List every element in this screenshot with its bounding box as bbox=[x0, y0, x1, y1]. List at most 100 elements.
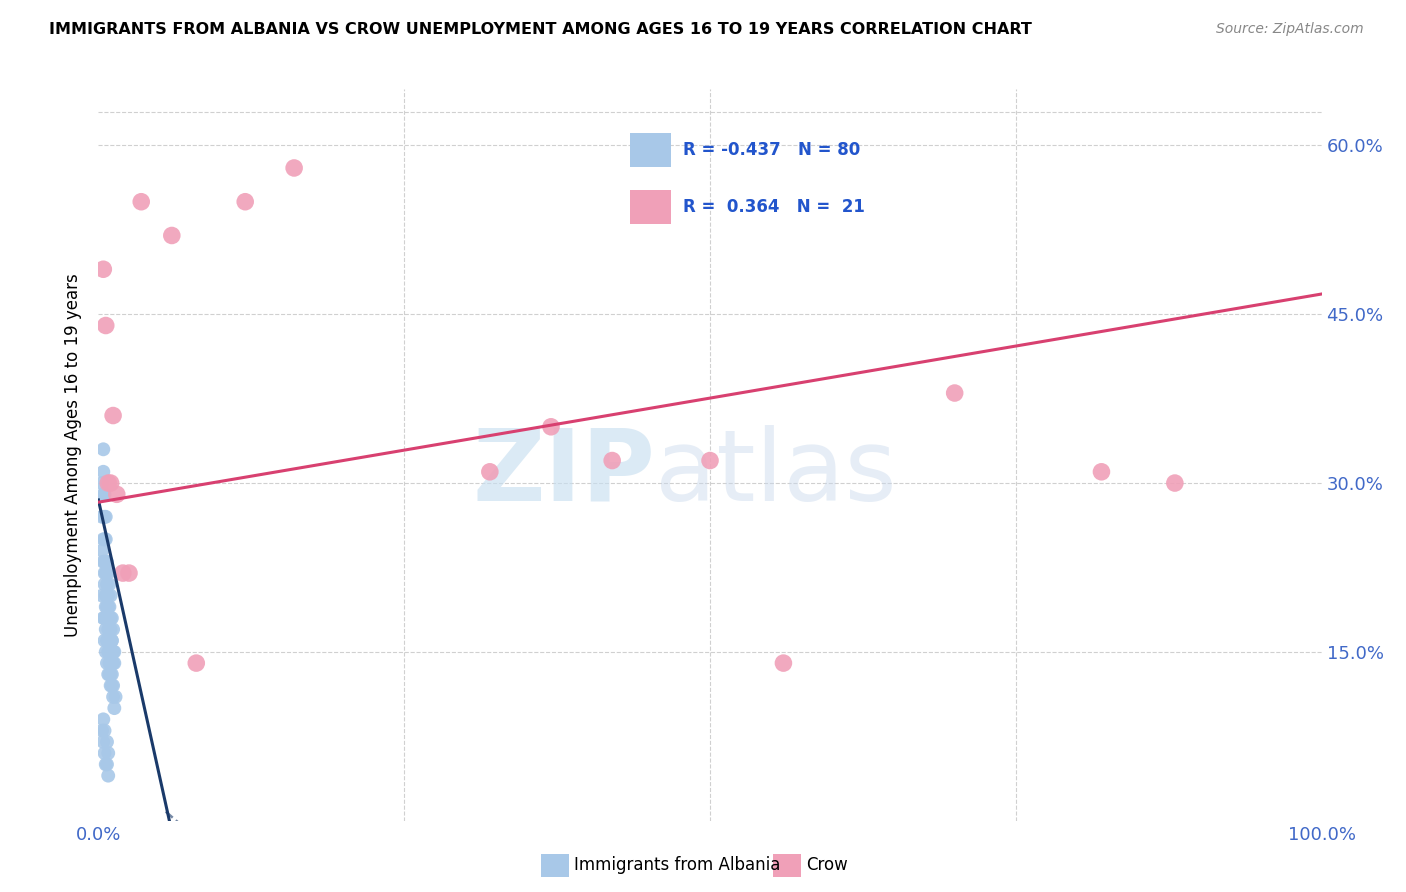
Point bbox=[97, 667, 120, 681]
Point bbox=[101, 645, 124, 659]
Point bbox=[96, 599, 118, 614]
Point bbox=[100, 589, 122, 603]
Point bbox=[98, 656, 121, 670]
Point bbox=[93, 487, 115, 501]
Point bbox=[91, 476, 114, 491]
Point bbox=[91, 533, 114, 547]
Point bbox=[100, 476, 122, 491]
Point bbox=[943, 386, 966, 401]
Point bbox=[91, 735, 114, 749]
Point bbox=[100, 645, 122, 659]
Point bbox=[129, 194, 152, 209]
Point bbox=[100, 633, 122, 648]
Point bbox=[96, 577, 118, 591]
Point bbox=[94, 533, 117, 547]
Point bbox=[101, 633, 124, 648]
Point bbox=[91, 543, 114, 558]
Point bbox=[91, 589, 114, 603]
Point bbox=[104, 690, 127, 704]
Point bbox=[96, 611, 118, 625]
Point bbox=[94, 599, 117, 614]
Point bbox=[96, 656, 118, 670]
Text: ZIP: ZIP bbox=[472, 425, 655, 522]
Text: atlas: atlas bbox=[655, 425, 897, 522]
Point bbox=[98, 577, 121, 591]
Point bbox=[98, 633, 121, 648]
Point bbox=[93, 555, 115, 569]
Point bbox=[160, 228, 183, 243]
Point bbox=[97, 476, 120, 491]
Point bbox=[96, 735, 118, 749]
Point bbox=[93, 746, 115, 760]
Point bbox=[103, 656, 125, 670]
Point bbox=[91, 555, 114, 569]
Point bbox=[91, 509, 114, 524]
Point bbox=[98, 623, 121, 637]
Text: Crow: Crow bbox=[806, 856, 848, 874]
Point bbox=[91, 262, 114, 277]
Point bbox=[91, 611, 114, 625]
Point bbox=[94, 589, 117, 603]
Point bbox=[97, 645, 120, 659]
Point bbox=[101, 409, 124, 423]
Point bbox=[100, 623, 122, 637]
Point bbox=[103, 701, 125, 715]
Point bbox=[772, 656, 794, 670]
Point bbox=[233, 194, 256, 209]
Point bbox=[186, 656, 208, 670]
Point bbox=[101, 645, 124, 659]
Point bbox=[98, 611, 121, 625]
Point bbox=[600, 453, 623, 467]
Point bbox=[93, 723, 115, 738]
Point bbox=[100, 679, 122, 693]
Point bbox=[101, 633, 124, 648]
Point bbox=[103, 645, 125, 659]
Point bbox=[93, 633, 115, 648]
Point bbox=[101, 667, 124, 681]
Point bbox=[100, 667, 122, 681]
Text: IMMIGRANTS FROM ALBANIA VS CROW UNEMPLOYMENT AMONG AGES 16 TO 19 YEARS CORRELATI: IMMIGRANTS FROM ALBANIA VS CROW UNEMPLOY… bbox=[49, 22, 1032, 37]
Point bbox=[91, 723, 114, 738]
Point bbox=[699, 453, 721, 467]
Point bbox=[93, 509, 115, 524]
Point bbox=[97, 623, 120, 637]
Point bbox=[105, 487, 128, 501]
Point bbox=[94, 509, 117, 524]
Point bbox=[98, 599, 121, 614]
Point bbox=[93, 533, 115, 547]
Point bbox=[118, 566, 141, 580]
Point bbox=[91, 465, 114, 479]
Point bbox=[478, 465, 501, 479]
Point bbox=[101, 679, 124, 693]
Point bbox=[97, 769, 120, 783]
Point bbox=[1090, 465, 1112, 479]
Point bbox=[98, 667, 121, 681]
Point bbox=[96, 757, 118, 772]
Point bbox=[91, 712, 114, 726]
Point bbox=[101, 679, 124, 693]
Point bbox=[94, 757, 117, 772]
Text: Immigrants from Albania: Immigrants from Albania bbox=[574, 856, 780, 874]
Point bbox=[94, 623, 117, 637]
Point bbox=[101, 645, 124, 659]
Y-axis label: Unemployment Among Ages 16 to 19 years: Unemployment Among Ages 16 to 19 years bbox=[65, 273, 83, 637]
Point bbox=[94, 318, 117, 333]
Point bbox=[93, 577, 115, 591]
Point bbox=[1164, 476, 1187, 491]
Point bbox=[111, 566, 134, 580]
Point bbox=[96, 555, 118, 569]
Point bbox=[101, 656, 124, 670]
Point bbox=[96, 633, 118, 648]
Point bbox=[101, 611, 124, 625]
Point bbox=[540, 419, 562, 434]
Point bbox=[283, 161, 305, 175]
Point bbox=[94, 566, 117, 580]
Point bbox=[97, 599, 120, 614]
Point bbox=[94, 645, 117, 659]
Point bbox=[100, 611, 122, 625]
Point bbox=[94, 555, 117, 569]
Point bbox=[101, 690, 124, 704]
Text: Source: ZipAtlas.com: Source: ZipAtlas.com bbox=[1216, 22, 1364, 37]
Point bbox=[101, 623, 124, 637]
Point bbox=[91, 442, 114, 457]
